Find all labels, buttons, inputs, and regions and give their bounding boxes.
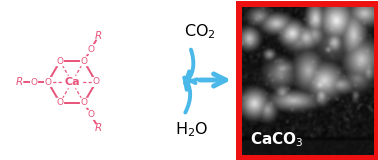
Text: O: O (56, 98, 64, 107)
Bar (242, 7, 374, 155)
Bar (236, 1, 378, 160)
Text: O: O (87, 45, 94, 54)
Text: O: O (45, 77, 51, 87)
Text: CO$_2$: CO$_2$ (184, 23, 216, 41)
Text: R: R (95, 123, 102, 133)
Text: O: O (56, 57, 64, 66)
Text: O: O (93, 77, 99, 87)
Text: Ca: Ca (64, 77, 80, 87)
Text: H$_2$O: H$_2$O (175, 121, 209, 139)
Text: O: O (31, 77, 37, 87)
Text: O: O (87, 110, 94, 119)
Text: O: O (81, 57, 87, 66)
Text: CaCO$_3$: CaCO$_3$ (250, 131, 304, 149)
Text: O: O (81, 98, 87, 107)
Text: R: R (95, 31, 102, 41)
Text: R: R (15, 77, 23, 87)
